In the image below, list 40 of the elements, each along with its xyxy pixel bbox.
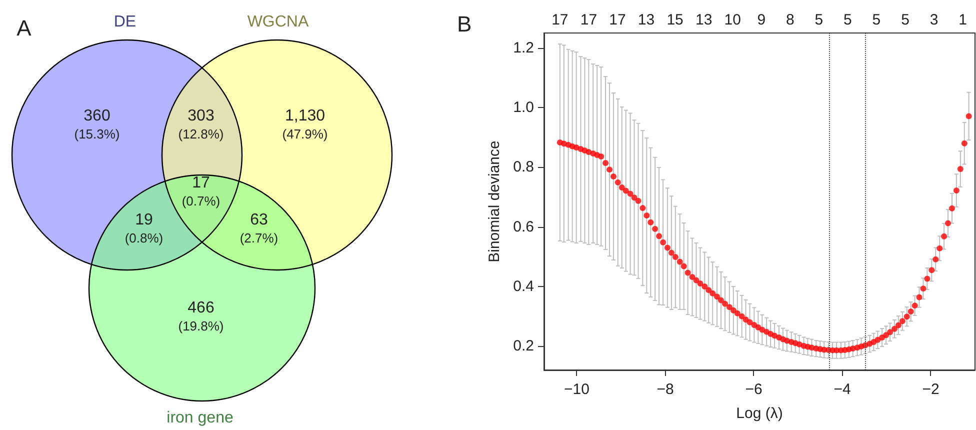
x-tick-label: −2 — [922, 381, 940, 398]
text: 17 — [580, 12, 598, 28]
x-axis-title: Log (λ) — [736, 405, 783, 422]
y-tick-label: 0.4 — [513, 278, 534, 295]
x-tick-label: −8 — [656, 381, 674, 398]
text: 303 (12.8%) — [178, 108, 224, 142]
text: 15 — [666, 12, 684, 28]
y-tick-label: 0.8 — [513, 158, 534, 176]
text: 13 — [695, 12, 712, 28]
text: 63 (2.7%) — [240, 212, 278, 246]
text: 5 — [814, 12, 824, 28]
text: 5 — [844, 12, 852, 28]
category-label: DE — [114, 14, 136, 30]
text: 10 — [724, 12, 741, 28]
text: 8 — [786, 12, 794, 28]
x-tick-label: −6 — [745, 381, 762, 398]
text: 1 — [958, 12, 967, 28]
category-label: WGCNA — [247, 14, 309, 30]
text: 5 — [872, 12, 881, 28]
x-tick-label: −10 — [564, 381, 590, 398]
text: 360 (15.3%) — [74, 108, 120, 142]
y-tick-label: 0.2 — [513, 338, 534, 355]
y-axis-title: Binomial deviance — [486, 140, 503, 262]
y-tick-label: 1.2 — [513, 39, 534, 56]
text: 17 (0.7%) — [182, 174, 220, 208]
text: 17 — [552, 12, 568, 28]
text: 13 — [638, 12, 655, 28]
text: 1,130 (47.9%) — [282, 108, 328, 142]
text: 3 — [930, 12, 938, 28]
x-tick-label: −4 — [834, 381, 851, 398]
text: 466 (19.8%) — [178, 300, 224, 334]
category-label: iron gene — [166, 410, 234, 426]
text: 19 (0.8%) — [124, 212, 164, 246]
text: 9 — [757, 12, 766, 28]
text: A — [16, 16, 32, 40]
text: 5 — [901, 12, 910, 28]
y-tick-label: 1.0 — [513, 99, 534, 116]
text: 17 — [609, 12, 626, 28]
chart-title: B — [457, 12, 472, 36]
y-tick-label: 0.6 — [513, 218, 534, 236]
